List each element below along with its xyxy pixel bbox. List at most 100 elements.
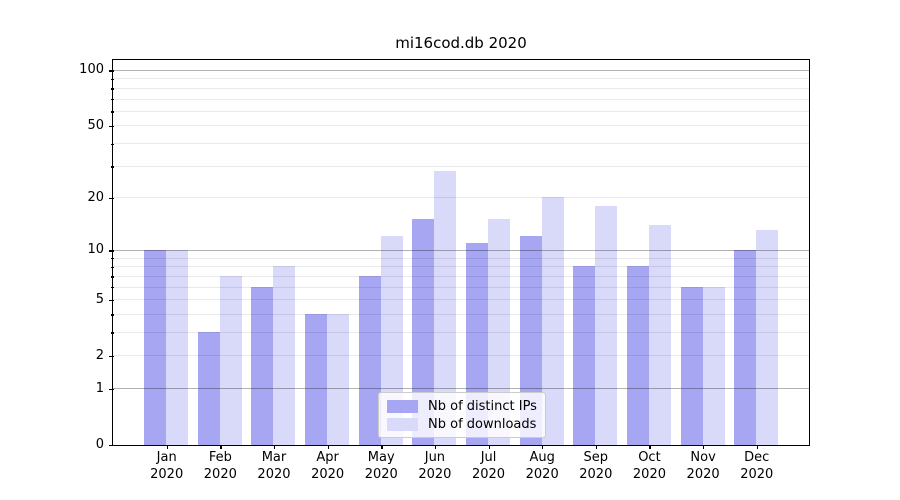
y-minor-tick-mark [110, 266, 114, 268]
year-label: 2020 [471, 466, 506, 482]
bar-distinct-ips-jun [412, 219, 435, 445]
bar-distinct-ips-sep [573, 266, 596, 445]
year-label: 2020 [257, 466, 291, 482]
bar-downloads-sep [595, 205, 618, 445]
bar-downloads-aug [541, 197, 564, 445]
y-tick-label: 2 [95, 347, 104, 363]
x-tick-mark [381, 445, 383, 449]
y-tick-label: 1 [95, 380, 104, 396]
y-tick-mark [108, 445, 114, 447]
year-label: 2020 [632, 466, 666, 482]
y-minor-tick-mark [110, 143, 114, 145]
y-tick-mark [108, 355, 114, 358]
y-minor-tick-mark [110, 276, 114, 278]
y-minor-tick-mark [110, 166, 114, 168]
legend-swatch [387, 399, 418, 413]
major-gridline [113, 249, 809, 251]
legend-entry-label: Nb of distinct IPs [428, 398, 537, 414]
x-tick-label: May 2020 [353, 450, 409, 483]
y-minor-tick-mark [110, 99, 114, 101]
year-label: 2020 [203, 466, 237, 482]
month-label: Jan [156, 450, 177, 465]
year-label: 2020 [150, 466, 184, 482]
x-tick-label: Dec 2020 [729, 450, 785, 483]
x-tick-mark [327, 445, 329, 449]
legend-entry-label: Nb of downloads [428, 416, 537, 432]
x-tick-label: Aug 2020 [514, 450, 570, 483]
month-label: Aug [529, 450, 555, 465]
x-tick-label: Sep 2020 [568, 450, 624, 483]
bar-distinct-ips-oct [626, 266, 649, 445]
legend-swatch [387, 417, 418, 431]
x-tick-label: Jun 2020 [407, 450, 463, 483]
bar-downloads-nov [702, 286, 725, 445]
y-minor-tick-mark [110, 88, 114, 90]
x-tick-label: Jan 2020 [139, 450, 195, 483]
minor-gridline [113, 78, 809, 80]
x-tick-mark [166, 445, 168, 449]
month-label: Feb [208, 450, 232, 465]
bar-downloads-jul [488, 219, 511, 445]
x-tick-mark [703, 445, 705, 449]
y-tick-mark [108, 197, 114, 200]
legend: Nb of distinct IPs Nb of downloads [378, 392, 546, 438]
y-minor-tick-mark [110, 111, 114, 113]
year-label: 2020 [525, 466, 559, 482]
y-tick-label: 0 [95, 437, 104, 452]
month-label: Sep [583, 450, 609, 465]
x-tick-label: Mar 2020 [246, 450, 302, 483]
minor-gridline [113, 197, 809, 199]
x-tick-mark [273, 445, 276, 449]
month-label: Jun [424, 450, 446, 465]
year-label: 2020 [740, 466, 774, 482]
month-label: May [367, 450, 395, 465]
x-tick-label: Jul 2020 [461, 450, 517, 483]
bar-distinct-ips-dec [734, 249, 757, 445]
bar-distinct-ips-may [358, 275, 381, 445]
bar-distinct-ips-feb [197, 332, 220, 445]
year-label: 2020 [364, 466, 398, 482]
minor-gridline [113, 125, 809, 127]
year-label: 2020 [311, 466, 345, 482]
year-label: 2020 [418, 466, 452, 482]
year-label: 2020 [686, 466, 720, 482]
y-minor-tick-mark [110, 78, 114, 81]
year-label: 2020 [579, 466, 613, 482]
bar-downloads-apr [327, 313, 350, 445]
y-tick-label: 5 [95, 291, 104, 307]
bar-distinct-ips-mar [251, 286, 274, 445]
minor-gridline [113, 165, 809, 167]
month-label: Oct [638, 450, 661, 465]
y-tick-mark [108, 125, 114, 128]
bar-downloads-dec [756, 230, 779, 445]
y-tick-mark [108, 299, 114, 301]
month-label: Nov [690, 450, 716, 465]
minor-gridline [113, 87, 809, 89]
legend-entry: Nb of downloads [379, 415, 545, 433]
major-gridline [113, 69, 809, 71]
x-tick-label: Feb 2020 [192, 450, 248, 483]
minor-gridline [113, 98, 809, 100]
plot-area [112, 58, 810, 446]
minor-gridline [113, 275, 809, 277]
month-label: Apr [316, 450, 339, 465]
bar-downloads-jan [166, 249, 189, 445]
x-tick-label: Nov 2020 [675, 450, 731, 483]
chart-title: mi16cod.db 2020 [395, 34, 527, 52]
x-tick-mark [220, 445, 222, 449]
x-tick-mark [488, 445, 490, 449]
y-tick-mark [108, 388, 114, 391]
x-tick-mark [756, 445, 759, 449]
x-tick-mark [434, 445, 437, 449]
y-tick-label: 100 [79, 62, 104, 78]
x-tick-mark [649, 445, 651, 449]
y-minor-tick-mark [110, 332, 114, 334]
bar-downloads-jun [434, 171, 457, 445]
y-tick-label: 10 [87, 242, 104, 258]
minor-gridline [113, 266, 809, 268]
month-label: Dec [744, 450, 770, 465]
y-minor-tick-mark [110, 314, 114, 316]
y-tick-label: 50 [87, 117, 104, 133]
minor-gridline [113, 257, 809, 259]
